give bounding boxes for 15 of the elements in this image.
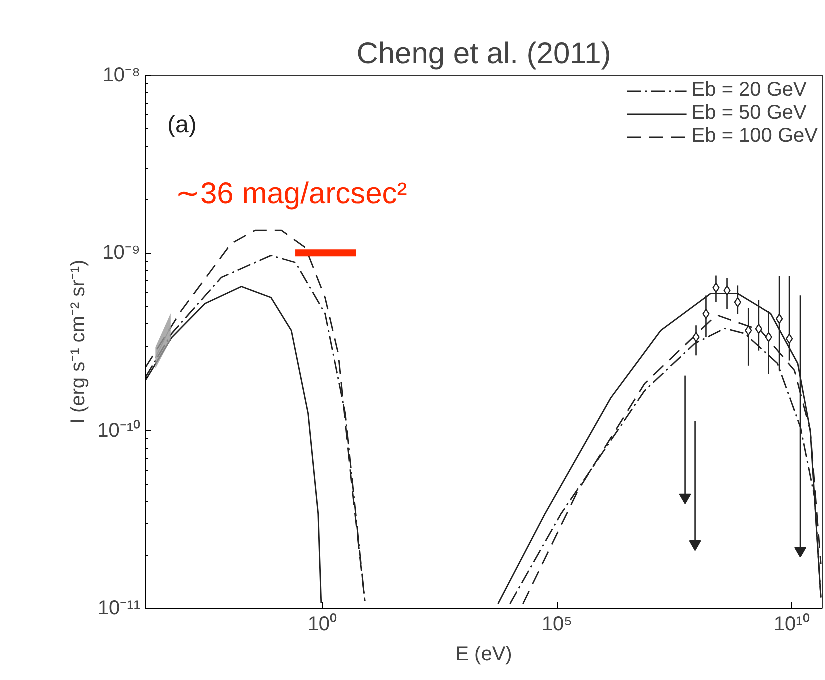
legend-label: Eb = 100 GeV <box>692 125 818 148</box>
x-tick-label: 10⁰ <box>308 612 338 636</box>
legend-label: Eb = 50 GeV <box>692 102 807 125</box>
y-tick-label: 10⁻¹¹ <box>98 598 141 620</box>
x-tick-label: 10¹⁰ <box>774 612 810 636</box>
y-tick-label: 10⁻⁸ <box>102 64 141 86</box>
y-tick-label: 10⁻¹⁰ <box>98 418 140 442</box>
chart-title: Cheng et al. (2011) <box>356 38 612 70</box>
y-tick-label: 10⁻⁹ <box>102 242 140 264</box>
x-axis-title: E (eV) <box>456 644 512 666</box>
annotation: (a) <box>168 112 197 138</box>
x-tick-label: 10⁵ <box>542 614 572 636</box>
legend-label: Eb = 20 GeV <box>692 79 807 102</box>
annotation: ∼36 mag/arcsec² <box>176 178 408 210</box>
y-axis-title: I (erg s⁻¹ cm⁻² sr⁻¹) <box>68 260 90 424</box>
